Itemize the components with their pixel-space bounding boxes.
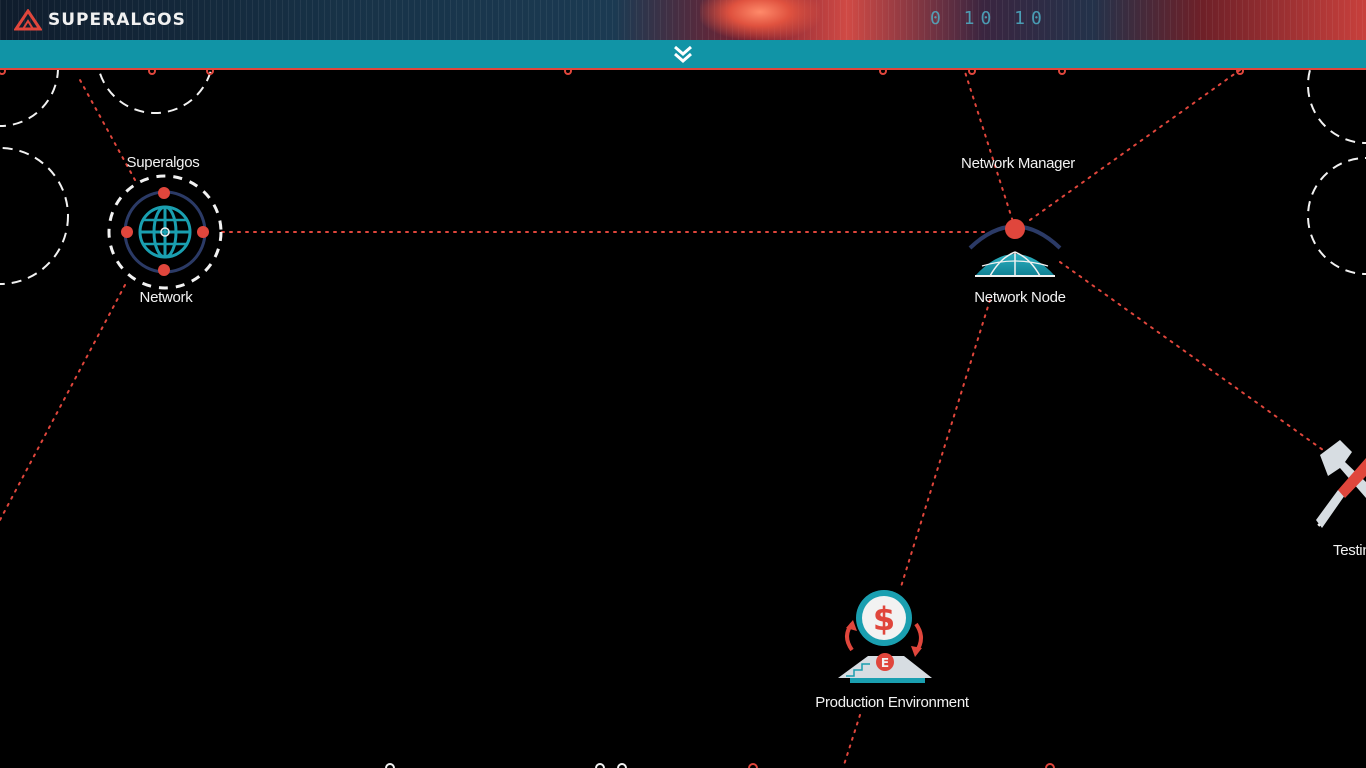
testing-environment-node[interactable] xyxy=(1316,440,1366,528)
testing-environment-label: Testing En xyxy=(1333,542,1366,559)
brand-name: SUPERALGOS xyxy=(48,10,186,30)
connection-production-to-bottom xyxy=(842,714,861,768)
connection-network-to-top xyxy=(79,79,136,181)
svg-text:$: $ xyxy=(873,600,895,638)
network-node[interactable] xyxy=(107,174,223,290)
ring-partial-right xyxy=(1307,70,1366,275)
exchange-dollar-icon: $ E xyxy=(838,590,932,683)
connection-node-to-upper-right xyxy=(1029,70,1241,221)
wrench-screwdriver-icon xyxy=(1316,440,1366,528)
dome-icon xyxy=(975,251,1055,277)
production-environment-label: Production Environment xyxy=(815,694,969,711)
superalgos-logo-icon xyxy=(14,9,42,31)
connection-lines xyxy=(0,70,1331,768)
connection-node-to-manager xyxy=(964,71,1016,229)
node-connector-dot xyxy=(1005,219,1025,239)
banner-texture xyxy=(0,0,1366,40)
production-environment-node[interactable]: $ E xyxy=(838,590,932,683)
connection-node-to-testing xyxy=(1059,261,1331,456)
bottom-connector-dots xyxy=(385,763,1055,768)
connection-node-to-production xyxy=(899,299,991,591)
double-chevron-down-icon xyxy=(674,45,692,63)
globe-icon xyxy=(138,205,192,259)
canvas-graphics: $ E xyxy=(0,70,1366,768)
network-bottom-label: Network xyxy=(139,289,193,306)
collapse-toggle-button[interactable] xyxy=(670,44,696,64)
network-node-dome[interactable] xyxy=(968,219,1062,277)
top-connector-dots xyxy=(0,70,1244,75)
brand-logo[interactable]: SUPERALGOS xyxy=(14,7,186,33)
connection-network-to-left xyxy=(0,284,126,521)
svg-text:E: E xyxy=(881,656,889,670)
toolbar xyxy=(0,40,1366,70)
designer-canvas[interactable]: $ E Superalgos Network Networ xyxy=(0,70,1366,768)
network-top-label: Superalgos xyxy=(126,154,200,171)
header-banner: SUPERALGOS 0 10 10 xyxy=(0,0,1366,40)
banner-binary-text: 0 10 10 xyxy=(930,8,1048,29)
ring-partial-top-left xyxy=(0,70,213,285)
network-manager-label: Network Manager xyxy=(961,155,1075,172)
network-node-label: Network Node xyxy=(974,289,1066,306)
banner-glow xyxy=(700,0,820,40)
